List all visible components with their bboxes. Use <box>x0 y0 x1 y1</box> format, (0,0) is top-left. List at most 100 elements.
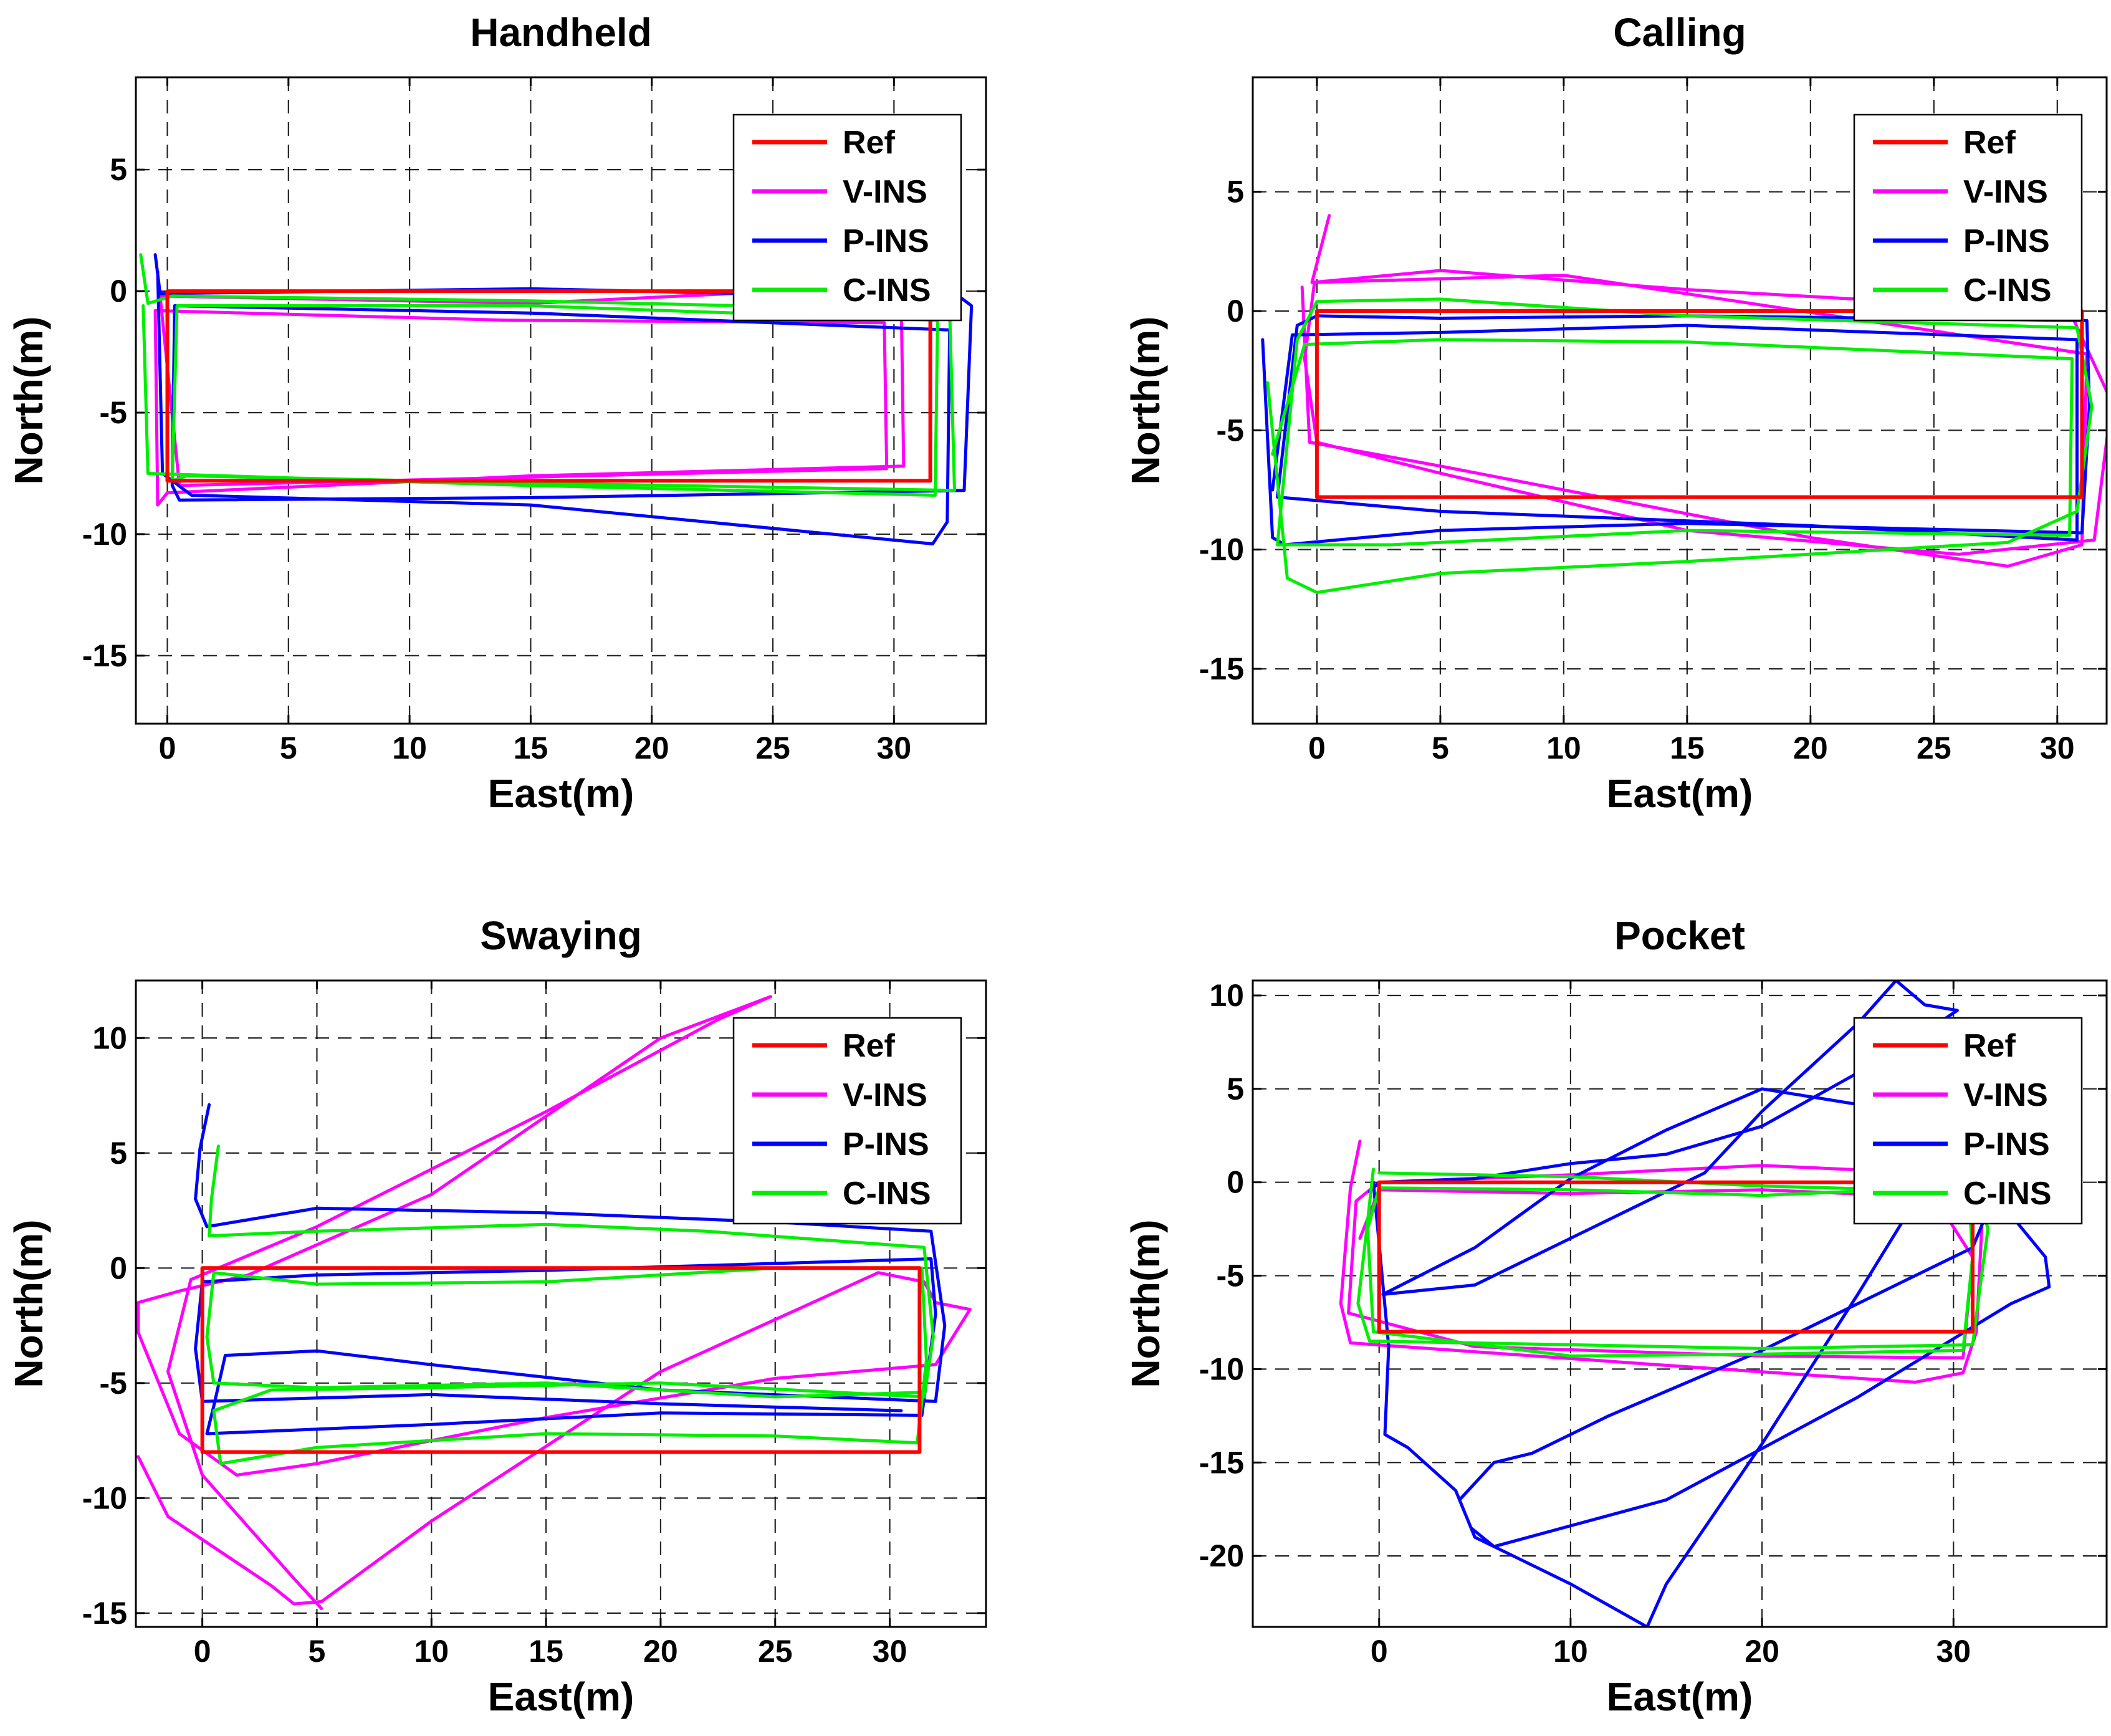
plot-frame <box>135 979 987 1628</box>
panel-swaying: 0 5 10 15 20 25 30 10 5 0 -5 -10 -15 Swaying East(m) No… <box>6 913 987 1719</box>
y-tick-label: 0 <box>110 1250 127 1285</box>
y-tick-label: -15 <box>82 638 127 673</box>
legend: Ref V-INS P-INS C-INS <box>1853 1017 2083 1225</box>
legend-label-p-ins: P-INS <box>1963 223 2050 259</box>
series-line-c-ins <box>139 253 956 497</box>
legend: Ref V-INS P-INS C-INS <box>732 113 962 322</box>
y-tick-label: 5 <box>1227 175 1244 209</box>
series-line-c-ins <box>1266 297 2094 594</box>
y-tick-label: 0 <box>1227 1165 1244 1200</box>
x-axis-label: East(m) <box>488 771 634 816</box>
legend-label-ref: Ref <box>1963 125 2016 161</box>
x-axis-label: East(m) <box>1607 771 1753 816</box>
x-tick-label: 25 <box>758 1634 793 1669</box>
y-axis-label: North(m) <box>1123 316 1168 484</box>
series-line-p-ins <box>1367 981 2051 1627</box>
x-tick-label: 20 <box>634 731 669 765</box>
y-tick-label: -15 <box>1199 651 1244 686</box>
legend-box <box>1853 1017 2083 1225</box>
legend-box <box>1853 113 2083 322</box>
y-tick-label: 5 <box>1227 1072 1244 1106</box>
x-tick-label: 30 <box>2040 731 2075 765</box>
legend-label-c-ins: C-INS <box>843 272 931 309</box>
panel-calling: 0 5 10 15 20 25 30 5 0 -5 -10 -15 Calling East(m) Nort… <box>1123 10 2108 816</box>
y-tick-label: -15 <box>82 1596 127 1631</box>
legend: Ref V-INS P-INS C-INS <box>1853 113 2083 322</box>
legend-label-c-ins: C-INS <box>1963 272 2052 309</box>
y-tick-label: 0 <box>110 274 127 309</box>
x-tick-label: 20 <box>643 1634 678 1669</box>
x-tick-label: 10 <box>1553 1634 1588 1669</box>
y-tick-label: -10 <box>1199 532 1244 567</box>
y-tick-label: -10 <box>1199 1351 1244 1386</box>
legend-box <box>732 1017 962 1225</box>
x-tick-label: 20 <box>1745 1634 1779 1669</box>
x-tick-label: 0 <box>1371 1634 1388 1669</box>
x-tick-label: 30 <box>873 1634 907 1669</box>
y-tick-label: 5 <box>110 1136 127 1171</box>
chart-title: Handheld <box>470 10 652 55</box>
x-axis-label: East(m) <box>1607 1674 1753 1719</box>
y-axis-label: North(m) <box>6 316 51 484</box>
x-tick-label: 10 <box>1546 731 1581 765</box>
x-tick-label: 10 <box>414 1634 449 1669</box>
legend-label-c-ins: C-INS <box>1963 1176 2052 1212</box>
plot-frame <box>1252 76 2108 725</box>
y-tick-label: -5 <box>100 395 127 430</box>
x-tick-label: 5 <box>1432 731 1449 765</box>
y-axis-label: North(m) <box>6 1219 51 1388</box>
series-line-c-ins <box>205 1144 935 1465</box>
x-tick-label: 0 <box>1308 731 1326 765</box>
legend: Ref V-INS P-INS C-INS <box>732 1017 962 1225</box>
panel-handheld: 0 5 10 15 20 25 30 5 0 -5 -10 -15 Handheld East(m) Nor… <box>6 10 987 816</box>
y-tick-label: 0 <box>1227 294 1244 328</box>
x-tick-label: 0 <box>159 731 176 765</box>
series-group <box>1261 214 2107 594</box>
legend-label-c-ins: C-INS <box>843 1176 931 1212</box>
x-tick-label: 30 <box>877 731 912 765</box>
chart-title: Pocket <box>1614 913 1745 958</box>
chart-title: Swaying <box>480 913 642 958</box>
legend-label-p-ins: P-INS <box>843 223 929 259</box>
gridlines <box>1253 981 2107 1627</box>
x-tick-label: 25 <box>755 731 790 765</box>
y-tick-label: 10 <box>92 1020 127 1055</box>
y-tick-label: -5 <box>100 1366 127 1401</box>
legend-label-v-ins: V-INS <box>1963 1077 2048 1113</box>
series-group <box>136 995 972 1610</box>
y-tick-label: -10 <box>82 517 127 552</box>
series-line-ref <box>165 289 932 483</box>
legend-label-v-ins: V-INS <box>843 174 927 210</box>
legend-label-ref: Ref <box>1963 1028 2016 1064</box>
legend-label-v-ins: V-INS <box>1963 174 2048 210</box>
x-tick-label: 10 <box>392 731 427 765</box>
x-tick-label: 15 <box>529 1634 563 1669</box>
series-line-ref <box>1377 1180 1975 1334</box>
legend-label-p-ins: P-INS <box>843 1126 929 1163</box>
y-tick-label: -5 <box>1217 1259 1244 1293</box>
x-tick-label: 20 <box>1793 731 1828 765</box>
x-axis-label: East(m) <box>488 1674 634 1719</box>
plot-frame <box>1252 979 2108 1628</box>
y-tick-label: -15 <box>1199 1445 1244 1480</box>
legend-label-p-ins: P-INS <box>1963 1126 2050 1163</box>
x-tick-label: 5 <box>309 1634 326 1669</box>
y-tick-label: -10 <box>82 1480 127 1515</box>
x-tick-label: 25 <box>1917 731 1951 765</box>
y-tick-label: -20 <box>1199 1538 1244 1573</box>
legend-label-ref: Ref <box>843 125 895 161</box>
series-line-ref <box>200 1266 922 1454</box>
x-tick-label: 30 <box>1936 1634 1971 1669</box>
legend-label-ref: Ref <box>843 1028 895 1064</box>
x-tick-label: 0 <box>194 1634 211 1669</box>
y-axis-label: North(m) <box>1123 1219 1168 1388</box>
series-line-ref <box>1314 309 2084 499</box>
plot-frame <box>135 76 987 725</box>
x-tick-label: 15 <box>1670 731 1705 765</box>
y-tick-label: -5 <box>1217 413 1244 448</box>
legend-box <box>732 113 962 322</box>
x-tick-label: 5 <box>280 731 297 765</box>
legend-label-v-ins: V-INS <box>843 1077 927 1113</box>
y-tick-label: 10 <box>1209 978 1244 1013</box>
